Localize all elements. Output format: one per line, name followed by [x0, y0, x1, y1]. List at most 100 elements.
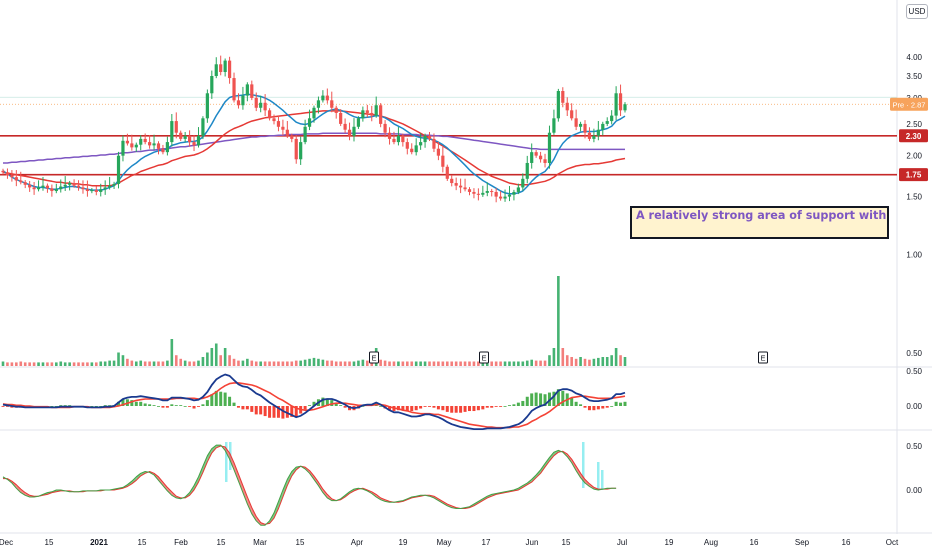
volume-bar — [299, 360, 302, 366]
volume-bar — [614, 348, 618, 366]
volume-bar — [103, 361, 107, 366]
candle-body — [201, 118, 205, 136]
candle-body — [427, 135, 432, 139]
macd-histogram-bar — [196, 406, 200, 407]
macd-histogram-bar — [68, 405, 72, 406]
volume-bar — [388, 361, 391, 366]
candle-body — [14, 177, 18, 181]
oscillator-fill — [540, 463, 546, 474]
earnings-marker-label: E — [481, 354, 486, 363]
macd-histogram-bar — [268, 406, 272, 418]
x-tick-label: Dec — [0, 538, 13, 547]
volume-bar — [63, 362, 67, 366]
candle-body — [50, 188, 54, 192]
volume-bar — [530, 359, 533, 366]
candle-body — [614, 93, 618, 116]
candle-body — [321, 95, 325, 101]
earnings-marker-label: E — [371, 354, 376, 363]
volume-bar — [485, 361, 489, 366]
volume-bar — [361, 359, 365, 366]
candle-body — [94, 190, 98, 192]
macd-histogram-bar — [223, 392, 227, 406]
candle-body — [210, 76, 214, 94]
volume-bar — [290, 361, 294, 366]
volume-bar — [281, 361, 285, 366]
earnings-marker — [369, 351, 379, 364]
volume-bar — [263, 361, 267, 366]
candle-body — [570, 110, 574, 119]
volume-bar — [463, 361, 467, 366]
price-line-label-bg — [899, 168, 928, 182]
candle-body — [241, 95, 245, 106]
macd-histogram-bar — [423, 406, 427, 407]
candle-body — [179, 132, 183, 139]
volume-bar — [223, 348, 227, 366]
candle-body — [143, 138, 147, 143]
volume-bar — [46, 362, 49, 366]
candle-body — [272, 118, 276, 122]
volume-bar — [134, 361, 138, 366]
candle-body — [623, 104, 627, 111]
candle-body — [583, 123, 587, 133]
volume-bar — [308, 358, 311, 366]
macd-histogram-bar — [290, 406, 294, 417]
candle-body — [312, 107, 316, 119]
volume-bar — [126, 358, 129, 366]
macd-histogram-bar — [530, 393, 534, 406]
annotation-callout[interactable]: A relatively strong area of support with… — [630, 206, 889, 239]
candle-body — [223, 60, 227, 72]
volume-bar — [192, 361, 196, 366]
macd-histogram-bar — [570, 397, 574, 406]
volume-bar — [23, 362, 27, 366]
candle-body — [574, 118, 578, 127]
candle-body — [383, 123, 387, 133]
x-tick-label: 15 — [217, 538, 226, 547]
earnings-marker-label: E — [760, 354, 765, 363]
macd-histogram-bar — [232, 402, 236, 406]
macd-histogram-bar — [170, 404, 174, 406]
oscillator-fill — [242, 485, 248, 505]
volume-bar — [254, 361, 258, 366]
macd-histogram-bar — [343, 406, 347, 408]
y-tick-label: 3.50 — [906, 72, 922, 81]
macd-histogram-bar — [250, 406, 254, 412]
x-tick-label: 15 — [45, 538, 54, 547]
volume-bar — [392, 361, 396, 366]
volume-bar — [6, 362, 9, 366]
volume-bar — [1, 361, 5, 366]
currency-label[interactable]: USD — [906, 4, 928, 19]
volume-bar — [201, 357, 205, 366]
candle-body — [405, 142, 409, 149]
volume-bar — [19, 361, 23, 366]
candle-body — [250, 84, 254, 98]
macd-histogram-bar — [152, 405, 156, 406]
volume-bar — [117, 352, 120, 366]
volume-bar — [432, 361, 436, 366]
candle-body — [245, 84, 249, 96]
current-price-label: Pre · 2.87 — [893, 100, 926, 109]
volume-bar — [321, 359, 325, 366]
candle-body — [108, 185, 112, 188]
y-tick-label: 4.00 — [906, 53, 922, 62]
volume-bar — [166, 360, 169, 366]
candle-body — [285, 129, 289, 136]
volume-bar — [334, 361, 338, 366]
oscillator-fill — [20, 489, 26, 496]
volume-bar — [206, 352, 209, 366]
candle-body — [454, 183, 458, 186]
candle-body — [19, 180, 23, 183]
candle-body — [152, 143, 156, 146]
oscillator-fill — [194, 476, 199, 490]
volume-bar — [406, 361, 409, 366]
volume-bar — [521, 361, 525, 366]
candle-body — [361, 110, 365, 119]
volume-bar — [259, 361, 262, 366]
volume-bar — [214, 343, 218, 366]
candle-body — [276, 121, 281, 127]
volume-bar — [401, 361, 405, 366]
candle-body — [476, 193, 480, 195]
volume-bar — [543, 360, 547, 366]
volume-bar — [494, 361, 498, 366]
